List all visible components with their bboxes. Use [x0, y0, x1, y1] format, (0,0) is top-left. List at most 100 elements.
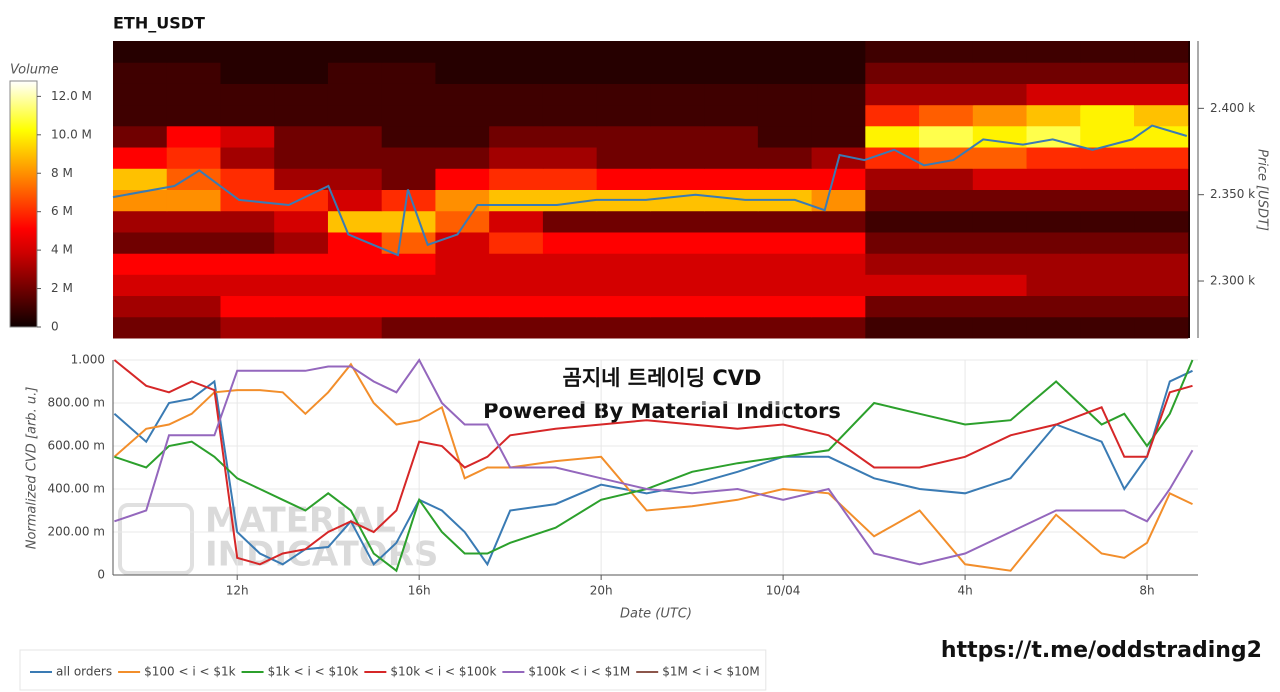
y-tick-label: 800.00 m: [48, 396, 106, 410]
heatmap-cell: [1026, 41, 1081, 63]
heatmap-cell: [220, 104, 275, 127]
heatmap-cell: [596, 210, 651, 233]
heatmap-cell: [113, 231, 168, 254]
heatmap-cell: [704, 147, 759, 169]
heatmap-cell: [113, 316, 168, 339]
x-tick-label: 10/04: [766, 584, 801, 598]
heatmap-cell: [865, 104, 920, 127]
colorbar-tick-label: 6 M: [51, 204, 73, 218]
heatmap-cell: [166, 41, 221, 63]
heatmap-cell: [166, 253, 221, 275]
heatmap-cell: [435, 41, 490, 63]
colorbar-tick-label: 2 M: [51, 281, 73, 295]
heatmap-cell: [220, 274, 275, 297]
legend-label: $1k < i < $10k: [268, 665, 359, 679]
heatmap-cell: [596, 147, 651, 169]
heatmap-cell: [650, 231, 705, 254]
heatmap-cell: [1026, 295, 1081, 318]
heatmap-cell: [1134, 231, 1189, 254]
watermark-icon: [118, 503, 194, 575]
heatmap-cell: [327, 104, 383, 127]
heatmap-cell: [596, 316, 651, 339]
heatmap-cell: [811, 168, 866, 190]
annotation: 곰지네 트레이딩 CVD: [563, 366, 762, 390]
heatmap-cell: [1134, 104, 1189, 127]
colorbar-tick-label: 12.0 M: [51, 89, 92, 103]
heatmap-cell: [596, 62, 651, 84]
heatmap-cell: [381, 147, 436, 169]
heatmap-cell: [1080, 316, 1135, 339]
heatmap-cell: [274, 62, 329, 84]
heatmap-cell: [596, 295, 651, 318]
heatmap-cell: [757, 104, 813, 127]
heatmap-cell: [811, 231, 866, 254]
heatmap-cell: [220, 253, 275, 275]
heatmap-cell: [650, 295, 705, 318]
heatmap-cell: [542, 274, 598, 297]
link[interactable]: https://t.me/oddstrading2: [941, 638, 1262, 663]
heatmap-cell: [919, 274, 974, 297]
heatmap-cell: [435, 231, 490, 254]
heatmap-cell: [704, 295, 759, 318]
colorbar-tick-label: 4 M: [51, 243, 73, 257]
heatmap-cell: [757, 41, 813, 63]
heatmap-cell: [972, 41, 1028, 63]
heatmap-cell: [1134, 253, 1189, 275]
heatmap-cell: [220, 147, 275, 169]
heatmap-cell: [166, 62, 221, 84]
heatmap-cell: [650, 189, 705, 212]
heatmap-cell: [1134, 210, 1189, 233]
heatmap-cell: [327, 231, 383, 254]
heatmap-cell: [489, 147, 544, 169]
heatmap-cell: [919, 83, 974, 106]
heatmap-cell: [166, 83, 221, 106]
heatmap-cell: [542, 316, 598, 339]
heatmap-cell: [1134, 83, 1189, 106]
heatmap-cell: [865, 231, 920, 254]
y-axis-label: Price [USDT]: [1255, 149, 1270, 231]
heatmap-cell: [166, 147, 221, 169]
heatmap-cell: [972, 295, 1028, 318]
heatmap-cell: [542, 210, 598, 233]
heatmap-cell: [811, 41, 866, 63]
heatmap-cell: [381, 231, 436, 254]
heatmap-cell: [489, 41, 544, 63]
heatmap-cell: [113, 295, 168, 318]
heatmap-cell: [919, 316, 974, 339]
heatmap-cell: [1026, 168, 1081, 190]
heatmap-cell: [919, 210, 974, 233]
heatmap-cell: [327, 316, 383, 339]
heatmap-cell: [972, 253, 1028, 275]
heatmap-cell: [596, 104, 651, 127]
heatmap-cell: [113, 168, 168, 190]
heatmap-cell: [220, 125, 275, 148]
x-axis-label: Date (UTC): [620, 607, 692, 622]
heatmap-cell: [650, 83, 705, 106]
heatmap-cell: [381, 189, 436, 212]
heatmap-cell: [919, 189, 974, 212]
heatmap-cell: [1026, 147, 1081, 169]
heatmap-cell: [542, 231, 598, 254]
heatmap-cell: [435, 62, 490, 84]
heatmap-cell: [972, 62, 1028, 84]
x-tick-label: 20h: [590, 584, 613, 598]
heatmap-cell: [811, 295, 866, 318]
heatmap-cell: [972, 83, 1028, 106]
heatmap-cell: [274, 125, 329, 148]
heatmap-cell: [811, 274, 866, 297]
legend-label: $10k < i < $100k: [390, 665, 496, 679]
heatmap-cell: [489, 210, 544, 233]
heatmap-cell: [1080, 125, 1135, 148]
chart-title: ETH_USDT: [113, 14, 205, 33]
heatmap-cell: [542, 253, 598, 275]
heatmap-cell: [274, 168, 329, 190]
heatmap-cell: [1080, 189, 1135, 212]
heatmap-cell: [1026, 83, 1081, 106]
heatmap-cell: [381, 253, 436, 275]
heatmap-cell: [327, 253, 383, 275]
heatmap-cell: [1080, 83, 1135, 106]
heatmap-cell: [650, 210, 705, 233]
heatmap-cell: [704, 316, 759, 339]
heatmap-cell: [1080, 147, 1135, 169]
